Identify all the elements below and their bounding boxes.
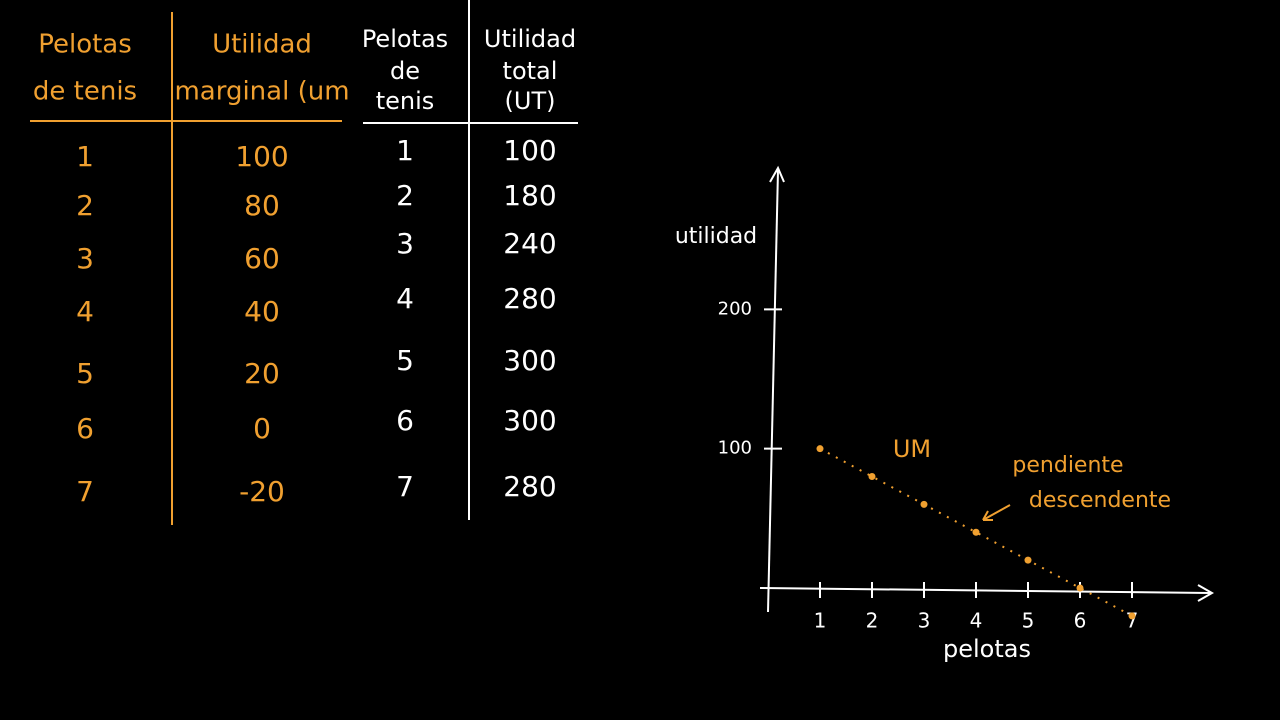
table-cell: 7 bbox=[396, 470, 414, 503]
table-cell: 5 bbox=[396, 344, 414, 377]
x-tick-label: 6 bbox=[1074, 609, 1087, 633]
y-axis-label: utilidad bbox=[675, 224, 757, 249]
table-cell: 180 bbox=[503, 179, 556, 212]
series-label: UM bbox=[893, 435, 931, 463]
table-cell: 6 bbox=[76, 412, 94, 445]
table-cell: 4 bbox=[396, 282, 414, 315]
column-header: de bbox=[390, 57, 420, 85]
table-cell: 1 bbox=[396, 134, 414, 167]
table-cell: 1 bbox=[76, 140, 94, 173]
x-axis bbox=[759, 587, 1211, 594]
table-cell: 20 bbox=[244, 357, 280, 390]
x-tick-label: 3 bbox=[918, 609, 931, 633]
data-point bbox=[816, 445, 824, 453]
table-cell: 3 bbox=[396, 227, 414, 260]
table-cell: 280 bbox=[503, 282, 556, 315]
data-point bbox=[1128, 612, 1136, 620]
column-header: (UT) bbox=[505, 87, 556, 115]
table-cell: 6 bbox=[396, 404, 414, 437]
table-cell: 7 bbox=[76, 475, 94, 508]
table-cell: 5 bbox=[76, 357, 94, 390]
data-point bbox=[868, 473, 876, 481]
table-cell: 280 bbox=[503, 470, 556, 503]
annotation: pendiente bbox=[1012, 453, 1123, 478]
x-tick-label: 7 bbox=[1126, 609, 1139, 633]
annotation-arrow bbox=[982, 504, 1011, 521]
table-cell: 2 bbox=[396, 179, 414, 212]
column-header: tenis bbox=[376, 87, 435, 115]
column-header: marginal (um bbox=[174, 77, 349, 107]
column-header: total bbox=[503, 57, 558, 85]
data-point bbox=[1076, 584, 1084, 592]
x-tick-label: 5 bbox=[1022, 609, 1035, 633]
y-tick-label: 100 bbox=[718, 438, 752, 459]
x-tick-label: 1 bbox=[814, 609, 827, 633]
y-arrow bbox=[769, 165, 785, 183]
x-tick-label: 4 bbox=[970, 609, 983, 633]
column-header: Utilidad bbox=[212, 30, 312, 60]
column-header: Pelotas bbox=[362, 25, 448, 53]
table-cell: -20 bbox=[239, 475, 285, 508]
table-cell: 100 bbox=[235, 140, 288, 173]
table-cell: 240 bbox=[503, 227, 556, 260]
y-tick-label: 200 bbox=[718, 298, 752, 319]
data-point bbox=[972, 528, 980, 536]
table-cell: 60 bbox=[244, 242, 280, 275]
table-cell: 40 bbox=[244, 295, 280, 328]
table-cell: 3 bbox=[76, 242, 94, 275]
table-cell: 2 bbox=[76, 189, 94, 222]
column-header: Pelotas bbox=[38, 30, 132, 60]
column-header: Utilidad bbox=[484, 25, 576, 53]
x-arrow bbox=[1197, 584, 1215, 602]
table-cell: 100 bbox=[503, 134, 556, 167]
table-cell: 300 bbox=[503, 404, 556, 437]
annotation: descendente bbox=[1029, 488, 1171, 513]
table-cell: 0 bbox=[253, 412, 271, 445]
table-cell: 80 bbox=[244, 189, 280, 222]
data-point bbox=[1024, 556, 1032, 564]
table-cell: 4 bbox=[76, 295, 94, 328]
data-point bbox=[920, 500, 928, 508]
y-axis bbox=[767, 169, 779, 613]
column-header: de tenis bbox=[33, 77, 137, 107]
x-axis-label: pelotas bbox=[943, 635, 1031, 663]
x-tick-label: 2 bbox=[866, 609, 879, 633]
table-cell: 300 bbox=[503, 344, 556, 377]
